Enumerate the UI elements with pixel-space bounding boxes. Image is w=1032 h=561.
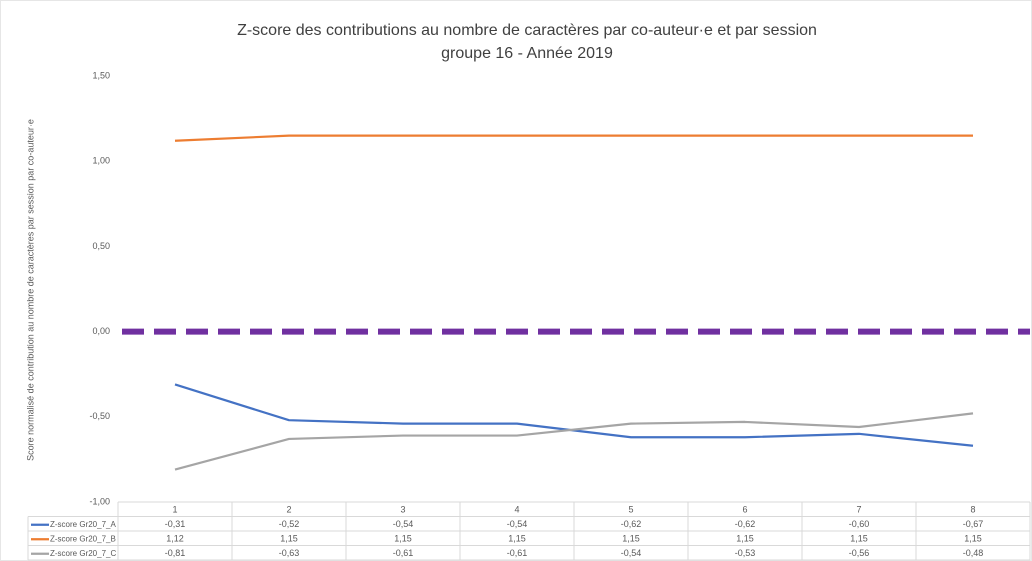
series-line — [174, 134, 973, 142]
data-label: -0,53 — [735, 548, 756, 558]
data-label: -0,60 — [849, 519, 870, 529]
y-tick-label: -0,50 — [89, 411, 110, 421]
data-label: 1,15 — [394, 534, 412, 544]
data-label: -0,54 — [621, 548, 642, 558]
chart-title: Z-score des contributions au nombre de c… — [237, 22, 817, 39]
y-tick-label: 0,50 — [92, 241, 110, 251]
y-tick-label: 1,00 — [92, 156, 110, 166]
x-tick-label: 5 — [628, 505, 633, 515]
data-label: -0,63 — [279, 548, 300, 558]
data-label: 1,15 — [964, 534, 982, 544]
data-label: 1,15 — [622, 534, 640, 544]
data-label: -0,61 — [393, 548, 414, 558]
data-label: -0,48 — [963, 548, 984, 558]
data-label: -0,54 — [393, 519, 414, 529]
y-axis-label: Score normalisé de contribution au nombr… — [25, 119, 35, 461]
x-tick-label: 6 — [742, 505, 747, 515]
y-tick-label: 0,00 — [92, 326, 110, 336]
x-tick-label: 8 — [970, 505, 975, 515]
x-tick-label: 3 — [400, 505, 405, 515]
x-tick-label: 1 — [172, 505, 177, 515]
legend-label: Z-score Gr20_7_A — [50, 520, 116, 529]
data-label: -0,62 — [621, 519, 642, 529]
data-label: -0,62 — [735, 519, 756, 529]
data-label: 1,15 — [508, 534, 526, 544]
data-label: -0,56 — [849, 548, 870, 558]
legend-label: Z-score Gr20_7_B — [50, 534, 116, 543]
series-line — [174, 412, 974, 471]
data-label: -0,81 — [165, 548, 186, 558]
chart-subtitle: groupe 16 - Année 2019 — [441, 45, 613, 62]
data-label: 1,15 — [280, 534, 298, 544]
data-label: 1,15 — [850, 534, 868, 544]
y-tick-label: -1,00 — [89, 496, 110, 506]
x-tick-label: 7 — [856, 505, 861, 515]
y-tick-label: 1,50 — [92, 70, 110, 80]
data-label: -0,31 — [165, 519, 186, 529]
legend-label: Z-score Gr20_7_C — [50, 549, 116, 558]
data-label: -0,67 — [963, 519, 984, 529]
data-label: 1,15 — [736, 534, 754, 544]
data-label: -0,61 — [507, 548, 528, 558]
x-tick-label: 2 — [286, 505, 291, 515]
data-label: -0,54 — [507, 519, 528, 529]
data-label: 1,12 — [166, 534, 184, 544]
x-tick-label: 4 — [514, 505, 519, 515]
data-label: -0,52 — [279, 519, 300, 529]
